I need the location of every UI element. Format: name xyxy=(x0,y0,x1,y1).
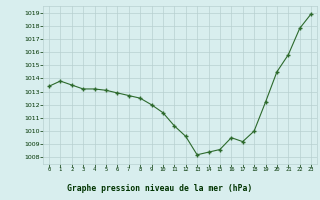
Text: Graphe pression niveau de la mer (hPa): Graphe pression niveau de la mer (hPa) xyxy=(68,184,252,193)
